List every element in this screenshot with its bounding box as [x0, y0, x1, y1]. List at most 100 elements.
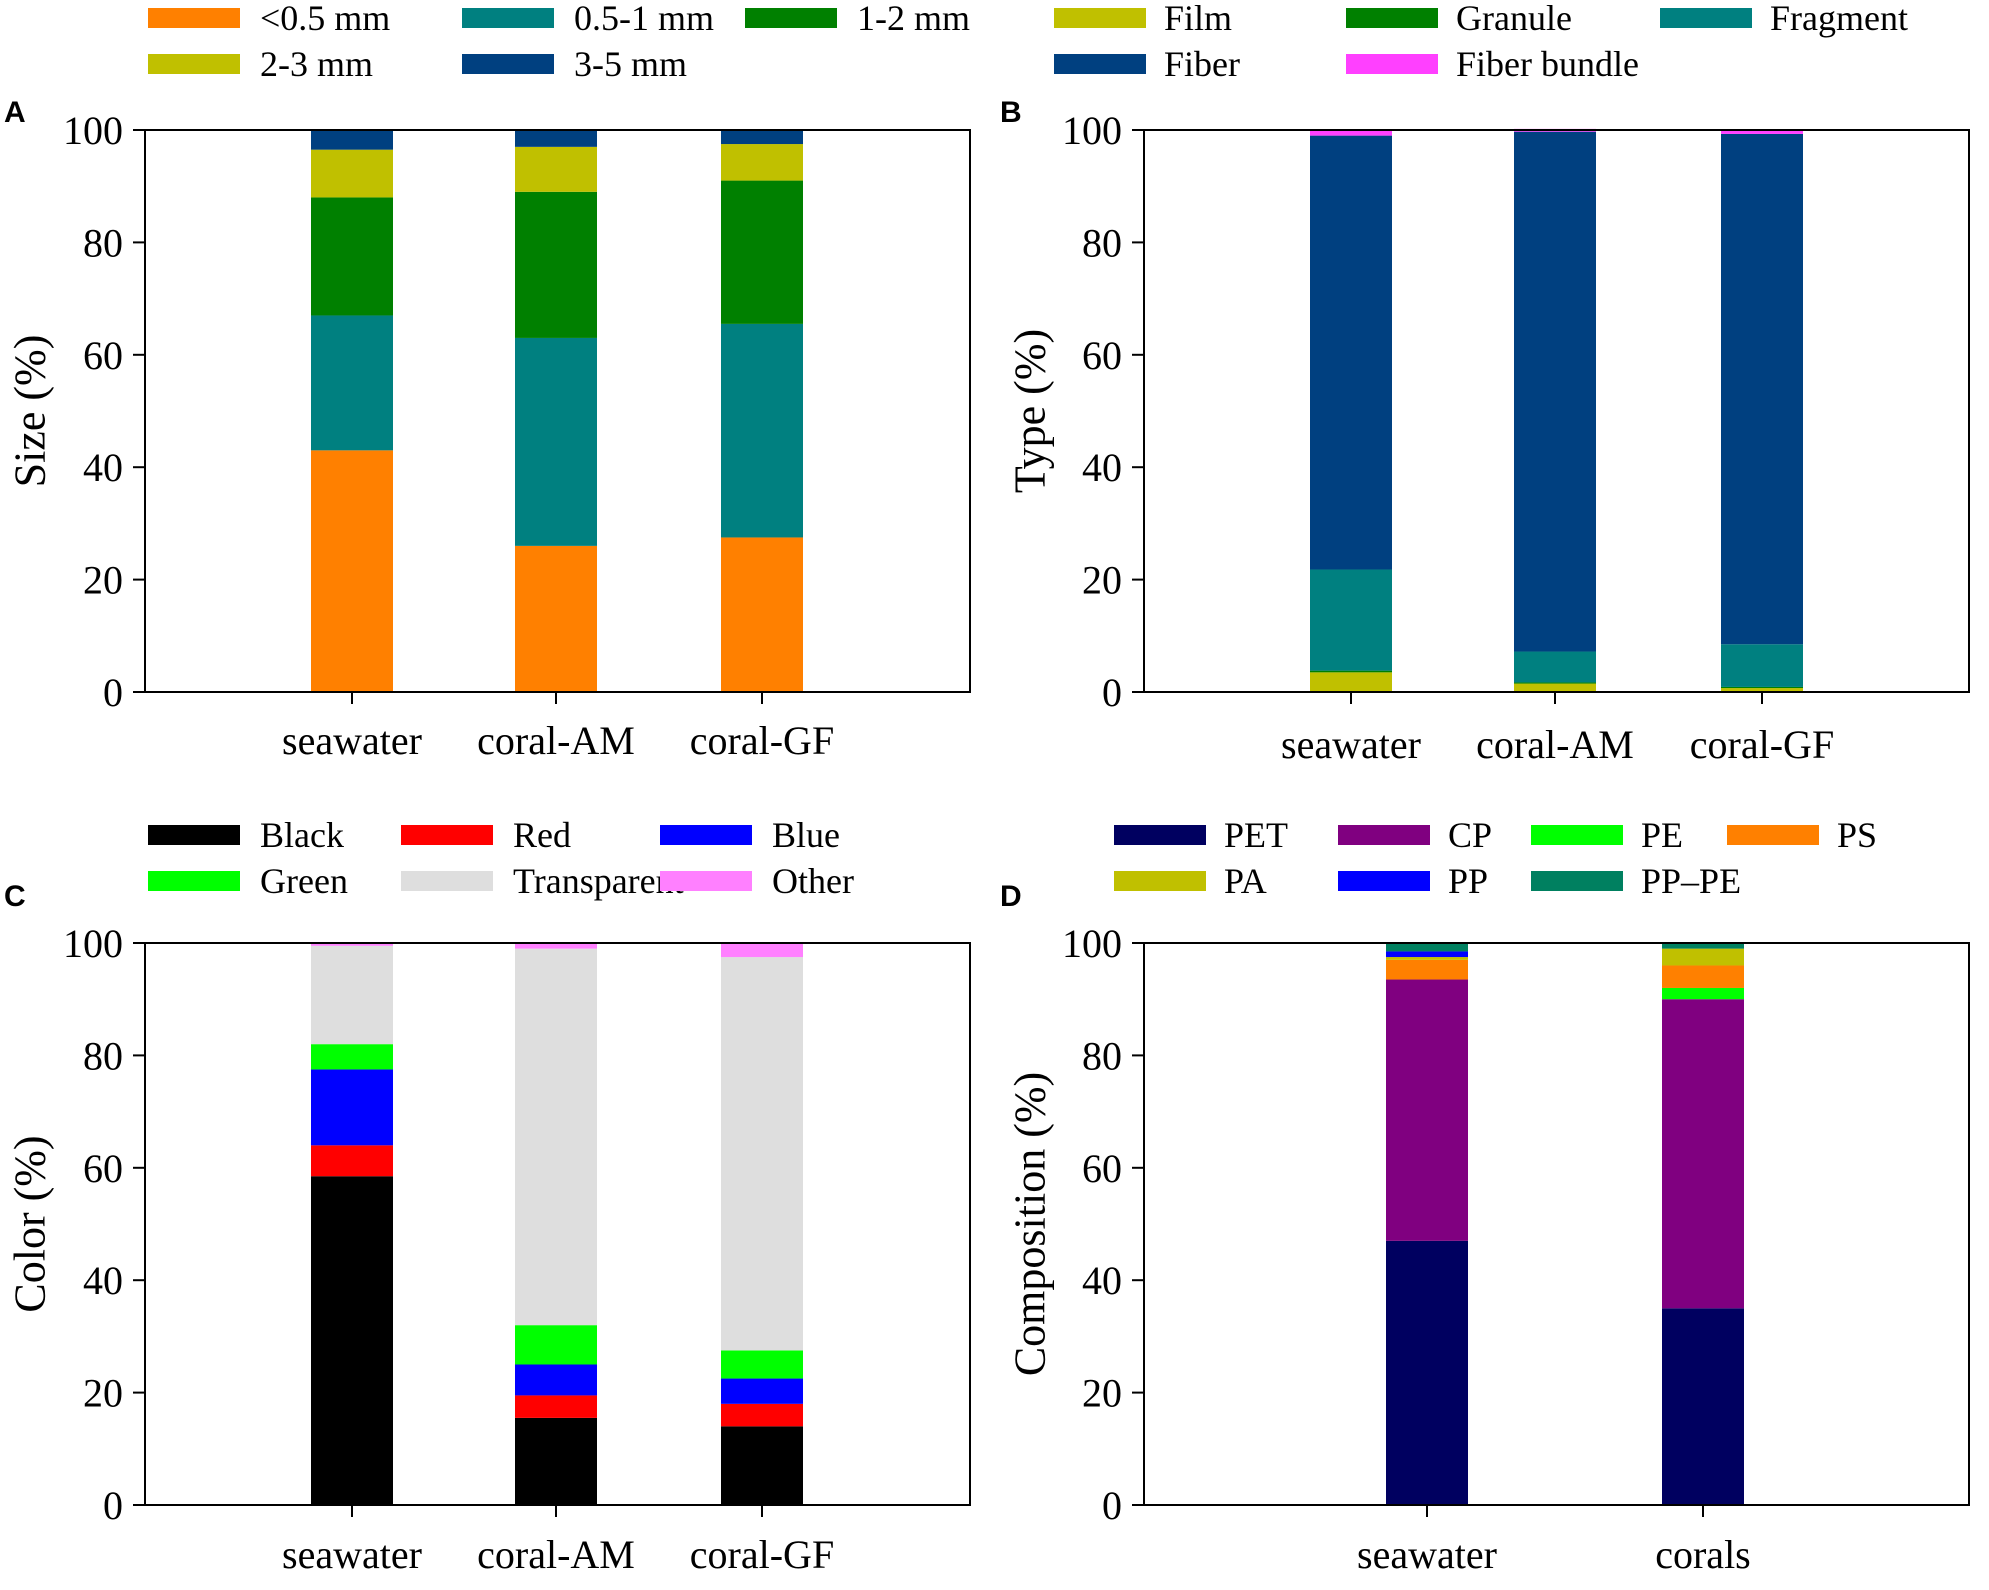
legend: Black Red Blue Green Transparent Other: [148, 815, 854, 901]
bar-segment-corals-ps: [1662, 965, 1744, 988]
bar-segment-seawater-pa: [1386, 957, 1468, 960]
bar-segment-coral-am-fiber: [1514, 131, 1596, 652]
bar-segment-seawater-fiber-bundle: [1310, 130, 1392, 136]
plot-frame: [1143, 942, 1970, 1506]
legend-swatch-fragment: [1660, 8, 1752, 28]
legend-label-2-3-mm: 2-3 mm: [260, 44, 373, 84]
legend-swatch-red: [401, 825, 493, 845]
panel-letter: B: [1000, 96, 1022, 129]
bar-segment-coral-am-0-5-1-mm: [515, 337, 597, 546]
legend-label-black: Black: [260, 815, 344, 855]
bars: [311, 130, 803, 692]
legend-item-other: Other: [660, 861, 854, 901]
bar-segment-seawater-cp: [1386, 979, 1468, 1241]
bar-stack-seawater: [311, 130, 393, 692]
y-axis-title: Composition (%): [1006, 1072, 1055, 1376]
panel-letter: C: [4, 880, 26, 913]
legend-swatch-ps: [1727, 825, 1819, 845]
x-tick-label-coral-am: coral-AM: [477, 1532, 635, 1577]
legend-label-pa: PA: [1224, 861, 1267, 901]
x-tick-label-seawater: seawater: [1281, 722, 1421, 767]
bar-segment-seawater-transparent: [311, 945, 393, 1045]
legend-item-green: Green: [148, 861, 348, 901]
bar-segment-corals-cp: [1662, 999, 1744, 1309]
legend-label-pe: PE: [1641, 815, 1683, 855]
legend-item-fragment: Fragment: [1660, 0, 1908, 38]
bar-segment-coral-gf-other: [721, 943, 803, 958]
legend-swatch-fiber-bundle: [1346, 54, 1438, 74]
bar-segment-seawater-pet: [1386, 1240, 1468, 1505]
legend-label-fragment: Fragment: [1770, 0, 1908, 38]
bar-segment-coral-gf-1-2-mm: [721, 180, 803, 324]
legend-swatch-fiber: [1054, 54, 1146, 74]
legend-item-fiber: Fiber: [1054, 44, 1240, 84]
legend-swatch-pp: [1338, 871, 1430, 891]
legend-swatch-1-2-mm: [745, 8, 837, 28]
bar-segment-coral-am-1-2-mm: [515, 191, 597, 338]
bar-segment-coral-am-blue: [515, 1364, 597, 1396]
x-axis: seawater coral-AM coral-GF: [1281, 692, 1834, 767]
y-tick-label-80: 80: [83, 220, 123, 265]
bar-segment-seawater-granule: [1310, 670, 1392, 673]
bar-segment-corals-pa: [1662, 948, 1744, 966]
y-tick-label-100: 100: [1062, 108, 1122, 153]
bar-segment-coral-gf-2-3-mm: [721, 144, 803, 181]
bar-segment-seawater-pp-pe: [1386, 943, 1468, 952]
legend: <0.5 mm 0.5-1 mm 1-2 mm 2-3 mm 3-5 mm: [148, 0, 970, 84]
x-axis: seawater coral-AM coral-GF: [282, 1505, 834, 1577]
bar-segment-corals-pp-pe: [1662, 943, 1744, 949]
legend-swatch-black: [148, 825, 240, 845]
y-axis: 0 20 40 60 80 100: [63, 108, 145, 715]
bar-stack-coral-am: [515, 943, 597, 1505]
legend-item-transparent: Transparent: [401, 861, 684, 901]
legend-item-cp: CP: [1338, 815, 1492, 855]
legend-item-1-2-mm: 1-2 mm: [745, 0, 970, 38]
x-axis: seawater corals: [1357, 1505, 1751, 1577]
bar-segment-coral-am-granule: [1514, 682, 1596, 684]
legend-item-pp: PP: [1338, 861, 1488, 901]
y-tick-label-60: 60: [1082, 333, 1122, 378]
legend-item-pp-pe: PP–PE: [1531, 861, 1741, 901]
legend-label-blue: Blue: [772, 815, 840, 855]
legend-item-granule: Granule: [1346, 0, 1572, 38]
y-tick-label-100: 100: [1062, 921, 1122, 966]
y-tick-label-0: 0: [1102, 670, 1122, 715]
bar-segment-coral-am-film: [1514, 683, 1596, 692]
bar-segment-coral-gf-0-5-1-mm: [721, 323, 803, 538]
x-tick-label-corals: corals: [1655, 1532, 1751, 1577]
bar-segment-seawater-blue: [311, 1069, 393, 1146]
legend-label-pp: PP: [1448, 861, 1488, 901]
y-tick-label-60: 60: [83, 333, 123, 378]
legend-swatch-0-5-1-mm: [462, 8, 554, 28]
panel-a: <0.5 mm 0.5-1 mm 1-2 mm 2-3 mm 3-5 mm 0 20 40 60…: [4, 0, 971, 763]
x-tick-label-coral-gf: coral-GF: [690, 718, 834, 763]
y-tick-label-20: 20: [1082, 558, 1122, 603]
legend: Film Granule Fragment Fiber Fiber bundle: [1054, 0, 1908, 84]
legend-label-fiber: Fiber: [1164, 44, 1240, 84]
bar-segment-coral-am-red: [515, 1395, 597, 1418]
x-axis: seawater coral-AM coral-GF: [282, 692, 834, 763]
legend-swatch-pa: [1114, 871, 1206, 891]
bar-segment-seawater-2-3-mm: [311, 149, 393, 198]
panel-letter: D: [1000, 880, 1022, 913]
legend-swatch-film: [1054, 8, 1146, 28]
legend-item-ps: PS: [1727, 815, 1877, 855]
legend-swatch-pet: [1114, 825, 1206, 845]
bar-segment-coral-gf-transparent: [721, 957, 803, 1351]
bar-stack-coral-am: [1514, 128, 1596, 692]
legend-swatch-transparent: [401, 871, 493, 891]
bar-stack-seawater: [311, 943, 393, 1505]
x-tick-label-coral-am: coral-AM: [1476, 722, 1634, 767]
legend-swatch-green: [148, 871, 240, 891]
x-tick-label-coral-gf: coral-GF: [1690, 722, 1834, 767]
plot-frame: [1143, 129, 1970, 693]
x-tick-label-seawater: seawater: [282, 718, 422, 763]
y-tick-label-100: 100: [63, 108, 123, 153]
legend-item-3-5-mm: 3-5 mm: [462, 44, 687, 84]
bar-segment-coral-gf-fiber-bundle: [1721, 130, 1803, 134]
y-axis-title: Color (%): [6, 1135, 55, 1312]
panel-b: Film Granule Fragment Fiber Fiber bundle 0 20 4…: [1000, 0, 1970, 767]
bar-segment-coral-gf-0-5-mm: [721, 537, 803, 692]
bar-segment-coral-gf-3-5-mm: [721, 130, 803, 145]
bars: [1386, 943, 1744, 1505]
